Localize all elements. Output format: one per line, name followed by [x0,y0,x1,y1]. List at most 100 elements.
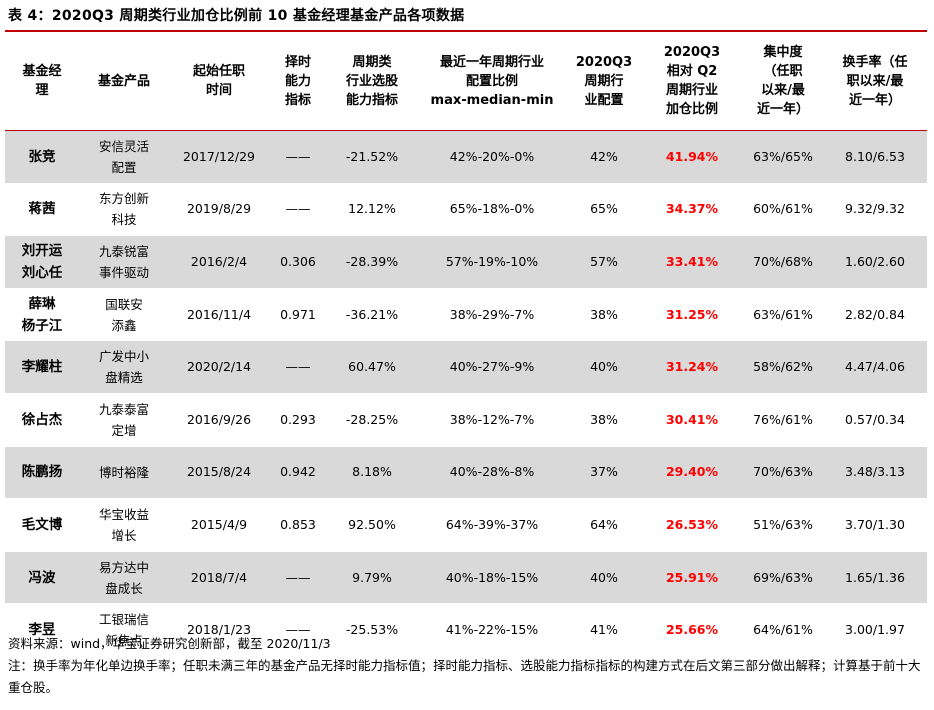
product-cell: 广发中小 盘精选 [79,340,169,394]
start-date-cell: 2017/12/29 [169,130,269,184]
selection-cell: -36.21% [327,288,417,342]
timing-cell: —— [269,130,327,184]
selection-cell: -21.52% [327,130,417,184]
timing-cell: —— [269,603,327,657]
allocation-range-cell: 38%-12%-7% [417,393,567,447]
timing-cell: 0.293 [269,393,327,447]
q3-increase-cell: 31.24% [641,340,743,394]
selection-cell: -28.39% [327,235,417,289]
manager-cell: 薛琳 杨子江 [5,288,79,342]
header-turnover: 换手率（任 职以来/最 近一年） [842,54,908,108]
concentration-cell: 60%/61% [743,183,823,237]
header-q3-allocation: 2020Q3 周期行 业配置 [575,54,633,108]
q3-allocation-cell: 37% [567,446,641,500]
manager-cell: 李昱 [5,603,79,657]
product-cell: 东方创新 科技 [79,183,169,237]
q3-allocation-cell: 64% [567,498,641,552]
q3-allocation-cell: 65% [567,183,641,237]
table-body: 张竞 安信灵活 配置 2017/12/29 —— -21.52% 42%-20%-0% 42… [5,130,927,657]
selection-cell: 60.47% [327,340,417,394]
product-cell: 博时裕隆 [79,446,169,500]
concentration-cell: 76%/61% [743,393,823,447]
timing-cell: —— [269,340,327,394]
table-row: 毛文博 华宝收益 增长 2015/4/9 0.853 92.50% 64%-39%-37%… [5,498,927,552]
turnover-cell: 1.60/2.60 [823,235,927,289]
q3-increase-cell: 25.66% [641,603,743,657]
concentration-cell: 63%/61% [743,288,823,342]
turnover-cell: 2.82/0.84 [823,288,927,342]
selection-cell: 12.12% [327,183,417,237]
q3-allocation-cell: 42% [567,130,641,184]
product-cell: 华宝收益 增长 [79,498,169,552]
selection-cell: 8.18% [327,446,417,500]
turnover-cell: 0.57/0.34 [823,393,927,447]
q3-increase-cell: 26.53% [641,498,743,552]
concentration-cell: 51%/63% [743,498,823,552]
manager-cell: 毛文博 [5,498,79,552]
timing-cell: 0.971 [269,288,327,342]
product-cell: 工银瑞信 新焦点 [79,603,169,657]
timing-cell: 0.306 [269,235,327,289]
q3-allocation-cell: 38% [567,288,641,342]
allocation-range-cell: 41%-22%-15% [417,603,567,657]
manager-cell: 陈鹏扬 [5,446,79,500]
timing-cell: 0.942 [269,446,327,500]
q3-increase-cell: 30.41% [641,393,743,447]
table-row: 张竞 安信灵活 配置 2017/12/29 —— -21.52% 42%-20%-0% 42… [5,130,927,184]
turnover-cell: 3.70/1.30 [823,498,927,552]
q3-allocation-cell: 41% [567,603,641,657]
product-cell: 国联安 添鑫 [79,288,169,342]
fund-table-container: 基金经 理 基金产品 起始任职 时间 择时 能力 指标 周期类 行业选股 能力指… [5,30,927,657]
allocation-range-cell: 42%-20%-0% [417,130,567,184]
allocation-range-cell: 40%-28%-8% [417,446,567,500]
header-q3-increase: 2020Q3 相对 Q2 周期行业 加仓比例 [663,45,721,117]
timing-cell: —— [269,551,327,605]
header-concentration: 集中度 （任职 以来/最 近一年） [756,45,809,117]
allocation-range-cell: 40%-18%-15% [417,551,567,605]
concentration-cell: 64%/61% [743,603,823,657]
q3-increase-cell: 33.41% [641,235,743,289]
table-row: 徐占杰 九泰泰富 定增 2016/9/26 0.293 -28.25% 38%-12%-7… [5,393,927,447]
header-timing: 择时 能力 指标 [284,54,311,108]
selection-cell: -25.53% [327,603,417,657]
manager-cell: 蒋茜 [5,183,79,237]
allocation-range-cell: 65%-18%-0% [417,183,567,237]
manager-cell: 张竞 [5,130,79,184]
concentration-cell: 70%/63% [743,446,823,500]
footnotes: 资料来源：wind，华宝证券研究创新部，截至 2020/11/3 注：换手率为年… [8,633,924,699]
turnover-cell: 4.47/4.06 [823,340,927,394]
concentration-cell: 70%/68% [743,235,823,289]
start-date-cell: 2016/11/4 [169,288,269,342]
start-date-cell: 2016/2/4 [169,235,269,289]
timing-cell: 0.853 [269,498,327,552]
header-allocation-range: 最近一年周期行业 配置比例 max-median-min [430,54,554,108]
explanation-note: 注：换手率为年化单边换手率；任职未满三年的基金产品无择时能力指标值；择时能力指标… [8,658,921,695]
concentration-cell: 69%/63% [743,551,823,605]
header-row: 基金经 理 基金产品 起始任职 时间 择时 能力 指标 周期类 行业选股 能力指… [5,31,927,131]
q3-allocation-cell: 57% [567,235,641,289]
source-note: 资料来源：wind，华宝证券研究创新部，截至 2020/11/3 [8,636,331,651]
q3-increase-cell: 29.40% [641,446,743,500]
start-date-cell: 2019/8/29 [169,183,269,237]
table-row: 蒋茜 东方创新 科技 2019/8/29 —— 12.12% 65%-18%-0% 65% 3… [5,183,927,237]
turnover-cell: 1.65/1.36 [823,551,927,605]
turnover-cell: 8.10/6.53 [823,130,927,184]
q3-allocation-cell: 40% [567,340,641,394]
product-cell: 九泰锐富 事件驱动 [79,235,169,289]
concentration-cell: 58%/62% [743,340,823,394]
header-product: 基金产品 [97,73,150,89]
q3-allocation-cell: 38% [567,393,641,447]
header-selection: 周期类 行业选股 能力指标 [345,54,398,108]
turnover-cell: 3.00/1.97 [823,603,927,657]
q3-allocation-cell: 40% [567,551,641,605]
selection-cell: 92.50% [327,498,417,552]
table-row: 冯波 易方达中 盘成长 2018/7/4 —— 9.79% 40%-18%-15% 40% 2… [5,551,927,605]
allocation-range-cell: 64%-39%-37% [417,498,567,552]
start-date-cell: 2018/1/23 [169,603,269,657]
manager-cell: 冯波 [5,551,79,605]
timing-cell: —— [269,183,327,237]
product-cell: 九泰泰富 定增 [79,393,169,447]
manager-cell: 刘开运 刘心任 [5,235,79,289]
start-date-cell: 2015/4/9 [169,498,269,552]
q3-increase-cell: 41.94% [641,130,743,184]
